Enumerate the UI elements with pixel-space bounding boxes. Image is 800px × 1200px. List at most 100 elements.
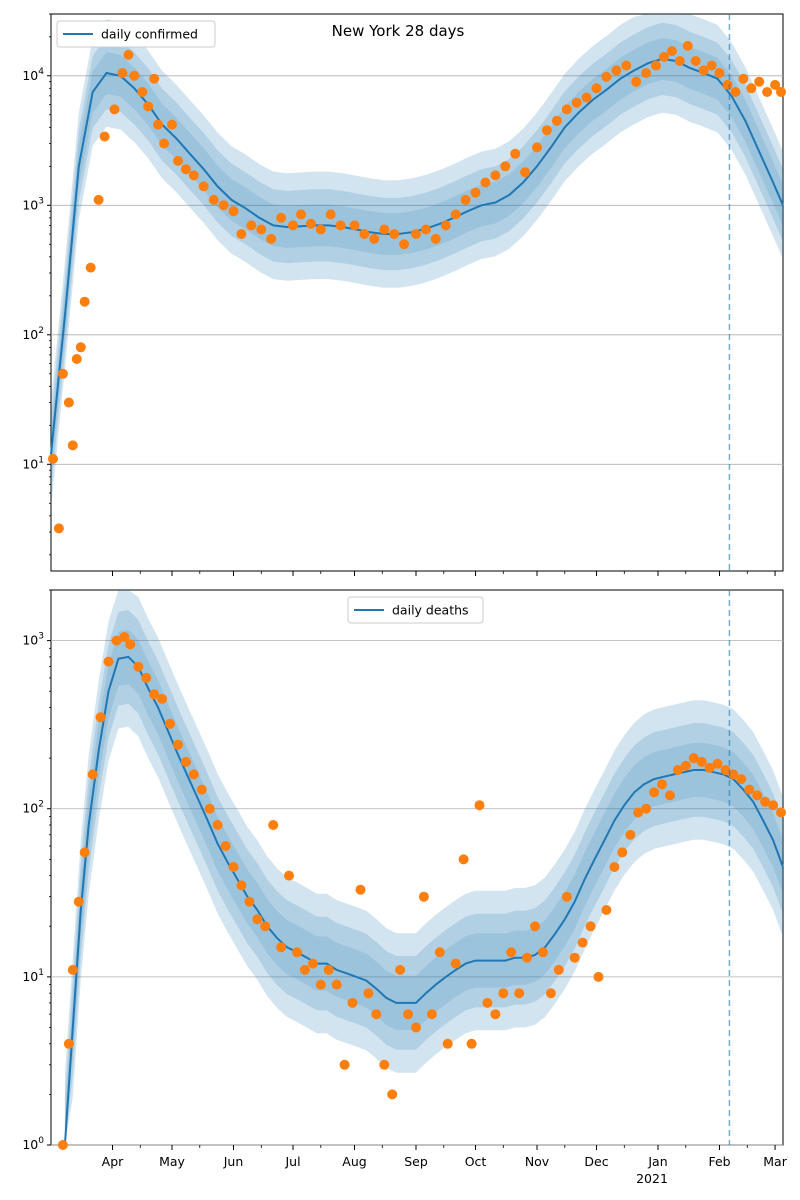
top-observed-point	[57, 368, 68, 379]
x-axis-year-label: 2021	[636, 1171, 668, 1186]
bottom-observed-point	[331, 979, 342, 990]
top-plot-area	[50, 13, 784, 572]
top-observed-point	[236, 229, 247, 239]
bottom-observed-point	[379, 1059, 390, 1070]
bottom-model-series	[63, 655, 784, 1146]
bottom-observed-point	[299, 964, 310, 975]
bottom-observed-point	[157, 693, 168, 704]
bottom-observed-point	[315, 979, 326, 990]
bottom-y-axis: 100 101 102 103	[22, 589, 51, 1152]
bottom-observed-point	[482, 997, 493, 1008]
bottom-observed-point	[776, 807, 786, 818]
bottom-observed-point	[649, 787, 660, 798]
bottom-observed-point	[57, 1140, 68, 1150]
top-observed-point	[490, 170, 501, 181]
bottom-y-tick-label: 101	[22, 968, 44, 984]
bottom-observed-point	[704, 762, 715, 773]
bottom-observed-point	[260, 921, 271, 932]
x-tick-label: May	[159, 1154, 185, 1169]
top-observed-point	[335, 220, 346, 231]
top-observed-point	[601, 71, 612, 82]
bottom-observed-point	[292, 947, 302, 958]
x-tick-label: Jul	[284, 1154, 300, 1169]
bottom-observed-point	[73, 896, 84, 907]
bottom-observed-point	[371, 1009, 382, 1020]
bottom-observed-point	[111, 635, 122, 646]
top-observed-point	[714, 68, 725, 78]
top-observed-point	[99, 131, 110, 142]
top-observed-point	[246, 220, 257, 231]
bottom-observed-point	[67, 964, 78, 975]
top-observed-point	[450, 209, 461, 220]
top-observed-point	[71, 354, 82, 364]
top-observed-point	[180, 164, 191, 175]
top-observed-point	[143, 101, 154, 112]
top-observed-point	[520, 167, 531, 178]
top-observed-point	[137, 87, 148, 97]
bottom-observed-point	[736, 774, 747, 785]
bottom-panel: 100 101 102 103 Apr May Jun Jul Aug Sep Oct Nov Dec…	[22, 589, 788, 1186]
bottom-observed-point	[141, 672, 152, 683]
top-observed-point	[706, 60, 717, 71]
top-gridlines	[51, 75, 783, 465]
bottom-observed-point	[434, 947, 445, 958]
top-observed-point	[770, 79, 781, 90]
top-observed-point	[730, 87, 741, 97]
top-observed-point	[460, 194, 471, 205]
top-observed-point	[532, 142, 542, 153]
top-observed-point	[621, 60, 632, 71]
top-observed-point	[411, 229, 421, 239]
bottom-observed-point	[149, 689, 160, 700]
bottom-legend-box	[347, 596, 484, 624]
bottom-observed-point	[355, 884, 366, 895]
bottom-observed-point	[220, 841, 231, 851]
bottom-observed-point	[125, 639, 136, 650]
bottom-observed-point	[276, 942, 287, 953]
top-x-axis-ticks	[111, 571, 776, 576]
bottom-observed-points	[57, 632, 786, 1150]
top-observed-point	[266, 233, 277, 244]
bottom-observed-point	[474, 800, 485, 811]
top-observed-point	[551, 115, 562, 126]
bottom-observed-point	[387, 1089, 398, 1100]
top-observed-point	[75, 342, 86, 353]
top-observed-point	[79, 296, 90, 307]
bottom-observed-point	[752, 790, 763, 801]
bottom-observed-point	[244, 896, 255, 907]
top-observed-points	[48, 40, 786, 534]
bottom-observed-point	[680, 760, 691, 771]
top-observed-point	[510, 148, 521, 159]
bottom-observed-point	[188, 769, 199, 780]
bottom-observed-point	[561, 891, 572, 902]
top-observed-point	[698, 65, 709, 76]
bottom-observed-point	[339, 1059, 350, 1070]
top-legend-box	[56, 20, 216, 48]
bottom-observed-point	[577, 937, 588, 948]
top-observed-point	[208, 194, 219, 205]
bottom-observed-point	[395, 964, 406, 975]
top-observed-point	[349, 220, 360, 231]
bottom-observed-point	[601, 905, 612, 915]
bottom-model-line	[63, 655, 784, 1146]
top-observed-point	[85, 262, 96, 273]
bottom-observed-point	[720, 765, 731, 775]
bottom-observed-point	[514, 988, 525, 999]
top-panel: 101 102 103 104 New York 28 days daily conf…	[22, 13, 786, 576]
bottom-observed-point	[657, 779, 667, 790]
top-observed-point	[430, 233, 441, 244]
top-observed-point	[369, 233, 380, 244]
top-observed-point	[581, 92, 592, 103]
bottom-observed-point	[593, 971, 604, 982]
bottom-observed-point	[180, 756, 191, 767]
top-observed-point	[359, 229, 370, 239]
top-y-tick-label: 101	[22, 455, 44, 471]
top-observed-point	[420, 224, 431, 235]
bottom-observed-point	[323, 964, 334, 975]
bottom-observed-point	[538, 947, 548, 958]
top-observed-point	[641, 68, 652, 78]
x-tick-label: Oct	[465, 1154, 487, 1169]
bottom-observed-point	[212, 820, 223, 830]
bottom-observed-point	[641, 803, 652, 814]
bottom-observed-point	[450, 958, 461, 969]
top-observed-point	[325, 209, 336, 220]
